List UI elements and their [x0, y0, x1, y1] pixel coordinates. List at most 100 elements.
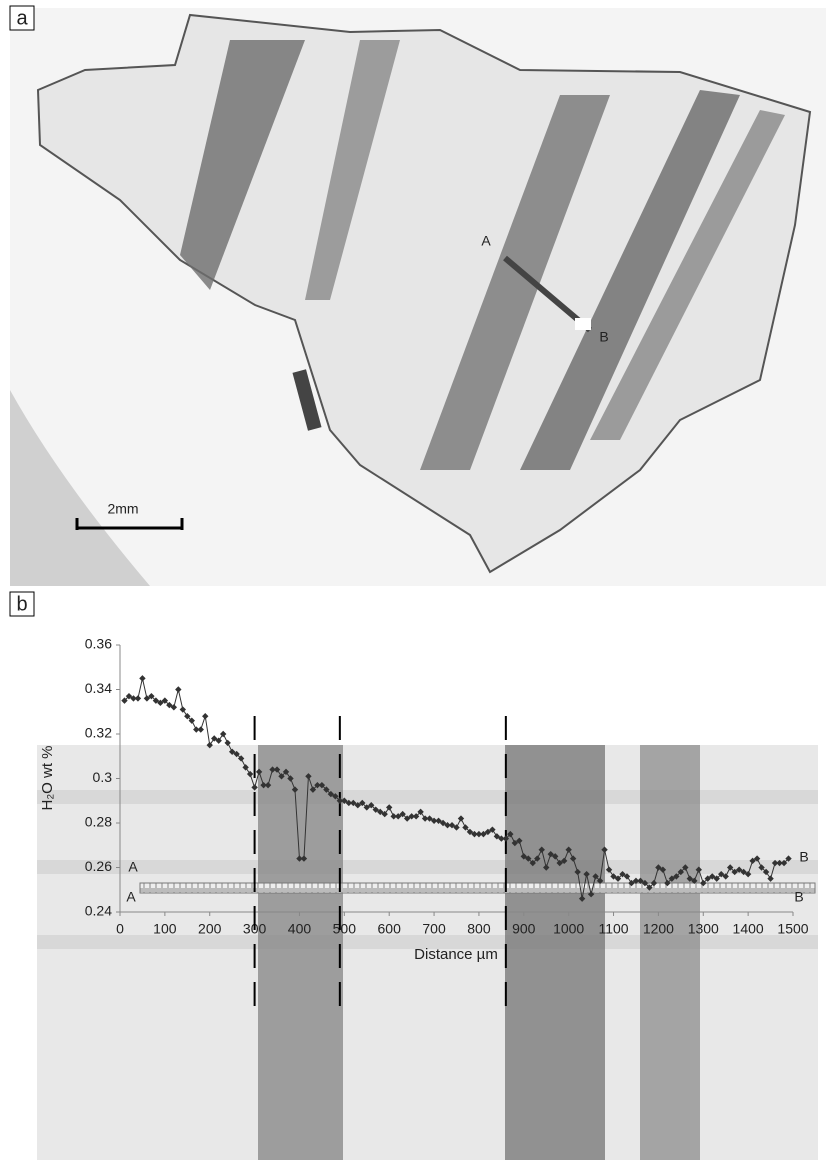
- data-point: [143, 695, 151, 702]
- point-label: A: [481, 233, 491, 249]
- data-point: [453, 824, 460, 831]
- y-tick-label: 0.3: [93, 769, 113, 785]
- x-tick-label: 800: [467, 921, 491, 937]
- data-point: [314, 781, 321, 789]
- data-point: [547, 850, 554, 858]
- data-point: [529, 859, 536, 867]
- data-point: [484, 828, 492, 836]
- data-point: [426, 815, 433, 822]
- data-point: [655, 864, 662, 871]
- annotation: A: [126, 889, 136, 905]
- data-point: [152, 697, 160, 704]
- data-point: [148, 692, 155, 700]
- data-point: [780, 859, 788, 867]
- data-point: [287, 775, 294, 782]
- data-point: [749, 857, 756, 865]
- data-point: [215, 737, 222, 744]
- data-point: [260, 781, 267, 789]
- data-point: [381, 810, 388, 818]
- data-point: [502, 835, 510, 842]
- x-tick-label: 200: [198, 921, 222, 937]
- data-point: [390, 813, 397, 820]
- data-point: [628, 879, 635, 887]
- x-tick-label: 500: [333, 921, 357, 937]
- data-point: [619, 870, 626, 878]
- data-point: [161, 697, 169, 704]
- data-point: [211, 735, 218, 742]
- data-point: [767, 875, 774, 882]
- data-point: [269, 766, 276, 773]
- point-label: B: [799, 849, 808, 865]
- y-tick-label: 0.32: [85, 725, 112, 741]
- data-point: [202, 713, 209, 720]
- data-point: [228, 748, 236, 755]
- point-label: B: [599, 329, 608, 345]
- x-axis-label: Distance µm: [414, 946, 498, 963]
- data-point: [457, 815, 465, 822]
- data-point: [480, 830, 487, 838]
- data-point: [691, 877, 698, 885]
- data-point: [511, 839, 519, 847]
- data-point: [583, 870, 590, 878]
- data-point: [134, 695, 142, 702]
- data-point: [722, 873, 729, 880]
- data-point: [758, 864, 765, 871]
- data-point: [664, 879, 671, 887]
- data-point: [444, 822, 451, 829]
- data-point: [650, 879, 658, 887]
- x-tick-label: 0: [116, 921, 124, 937]
- x-tick-label: 1300: [688, 921, 719, 937]
- data-point: [130, 695, 137, 702]
- data-point: [323, 786, 330, 793]
- data-point: [219, 730, 227, 738]
- data-point: [403, 815, 411, 822]
- scale-label: 2mm: [107, 501, 138, 517]
- data-point: [731, 868, 738, 876]
- data-point: [578, 895, 586, 902]
- x-tick-label: 600: [378, 921, 402, 937]
- data-point: [282, 768, 290, 776]
- data-point: [255, 768, 263, 776]
- panel-label: b: [16, 593, 27, 615]
- data-point: [686, 875, 694, 882]
- x-tick-label: 1500: [777, 921, 808, 937]
- data-point: [224, 739, 231, 747]
- data-point: [305, 773, 312, 780]
- data-point: [538, 846, 545, 853]
- data-point: [704, 875, 711, 882]
- data-point: [605, 866, 613, 873]
- data-point: [264, 781, 272, 789]
- x-tick-label: 900: [512, 921, 536, 937]
- data-point: [341, 797, 348, 804]
- data-point: [713, 875, 720, 882]
- data-point: [776, 859, 783, 867]
- data-point: [439, 819, 447, 827]
- data-point: [475, 830, 483, 838]
- data-point: [462, 824, 469, 831]
- data-point: [489, 826, 496, 833]
- data-point: [430, 817, 438, 824]
- data-point: [394, 813, 402, 820]
- data-point: [596, 877, 604, 885]
- data-point: [412, 813, 420, 820]
- data-point: [543, 864, 550, 871]
- data-point: [574, 868, 581, 876]
- data-point: [740, 868, 747, 876]
- data-point: [251, 784, 258, 791]
- x-tick-label: 100: [153, 921, 177, 937]
- y-tick-label: 0.24: [85, 903, 112, 919]
- data-point: [197, 726, 204, 733]
- data-point: [372, 806, 379, 813]
- data-point: [368, 802, 375, 809]
- data-point: [614, 875, 622, 882]
- data-point: [659, 866, 667, 873]
- data-point: [278, 773, 285, 780]
- data-point: [762, 868, 770, 876]
- data-point: [682, 864, 689, 871]
- data-point: [637, 877, 644, 885]
- data-point: [565, 846, 572, 853]
- data-point: [193, 726, 200, 733]
- data-point: [233, 750, 240, 758]
- data-point: [157, 699, 164, 707]
- annotation: B: [794, 889, 803, 905]
